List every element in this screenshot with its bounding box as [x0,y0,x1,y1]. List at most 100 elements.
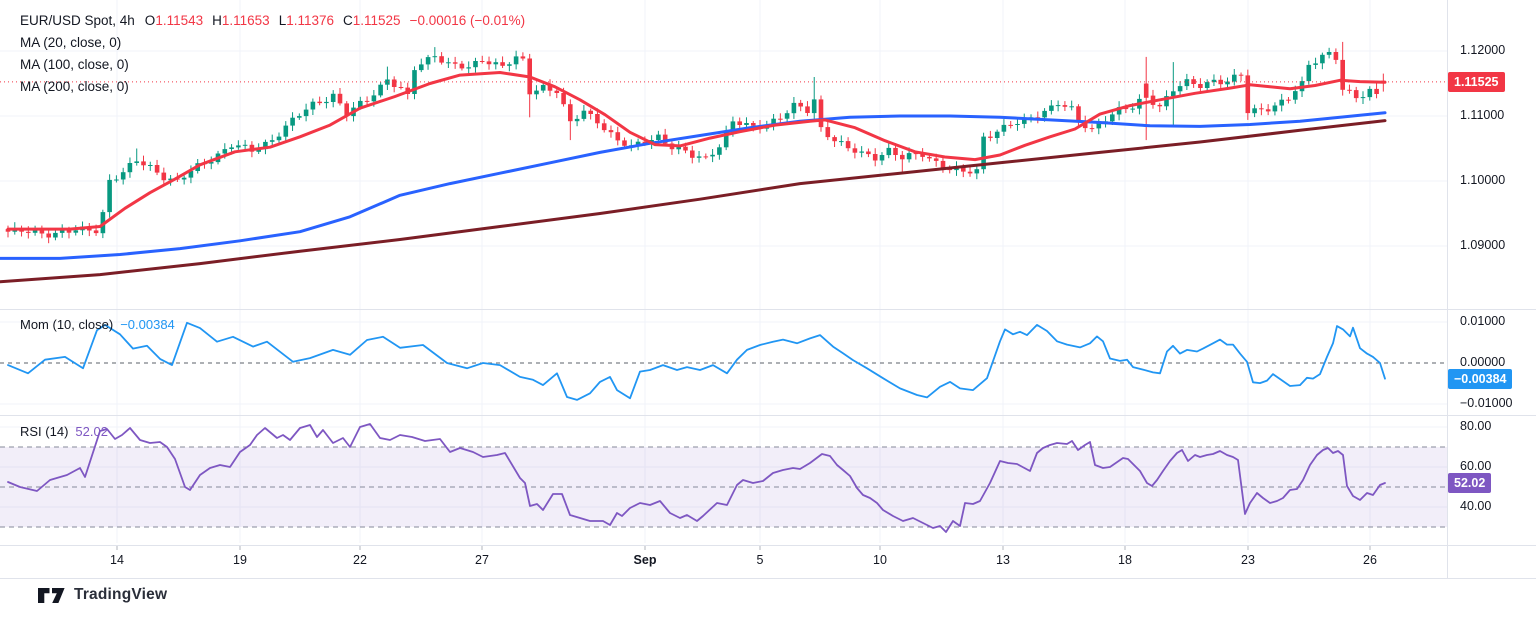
candle [961,167,966,172]
rsi-axis-label: 80.00 [1460,419,1492,433]
candle [1069,106,1074,108]
candle [310,101,316,110]
candle [710,154,715,157]
time-axis-label: 10 [873,553,887,567]
rsi-label: RSI (14) [20,424,69,439]
candle [988,136,993,138]
candle [690,150,695,158]
legend-ma20-row[interactable]: MA (20, close, 0) [20,35,122,50]
candle [425,57,431,65]
candle [1232,74,1237,82]
candle [391,79,397,87]
candle [1076,106,1081,122]
candle [1184,79,1190,87]
candle [127,163,133,173]
candle [744,123,749,125]
candle [297,116,302,118]
candle [276,136,282,141]
candle [872,154,878,161]
candle [1157,104,1163,107]
ma100-line [0,111,1387,260]
candle [879,155,885,161]
candle [1116,107,1122,115]
candle [1049,105,1054,111]
time-axis-label: 13 [996,553,1010,567]
candle [1286,99,1291,101]
candle [859,151,864,153]
candlesticks [5,41,1386,244]
time-axis-label: Sep [633,553,657,567]
candle [534,90,539,95]
candle [974,169,980,174]
rsi-axis-label: 40.00 [1460,499,1492,513]
candle [1225,81,1230,85]
candle [1293,91,1298,100]
candle [751,123,756,126]
candle [662,134,668,144]
candle [1204,82,1210,88]
candle [513,56,519,65]
panel-separator-momentum[interactable] [0,309,1536,310]
candle [1198,84,1203,88]
candle [236,145,241,148]
candle [615,132,621,141]
ohlc-close: C1.11525 [343,13,401,28]
tradingview-logo[interactable]: TradingView [38,586,167,604]
candle [507,64,512,66]
candle [317,101,322,104]
candle [1022,118,1027,124]
candle [134,161,139,163]
time-axis-label: 27 [475,553,489,567]
momentum-value: −0.00384 [120,317,175,332]
price-axis-border[interactable] [1447,0,1448,578]
candle [574,118,580,122]
candle [1279,99,1284,106]
rsi-legend-row[interactable]: RSI (14) 52.02 [20,424,108,439]
candle [1008,124,1013,126]
candle [547,85,553,91]
candle [344,103,349,117]
candle [1211,79,1217,83]
tradingview-logo-icon [38,587,65,603]
time-axis-label: 5 [756,553,764,567]
candle [330,93,336,102]
candle [120,172,126,180]
candle [358,100,363,108]
candle [1374,88,1379,94]
candle [737,121,742,125]
candle [886,147,892,156]
momentum-axis-label: 0.00000 [1460,355,1506,369]
candle [446,62,451,64]
momentum-legend-row[interactable]: Mom (10, close) −0.00384 [20,317,175,332]
candle [26,231,31,233]
candle [683,146,688,151]
candle [500,62,505,66]
candle [676,146,681,150]
panel-separator-rsi[interactable] [0,415,1536,416]
rsi-axis-label: 60.00 [1460,459,1492,473]
candle [1062,105,1068,107]
candle [852,148,858,153]
legend-symbol-row[interactable]: EUR/USD Spot, 4h O1.11543 H1.11653 L1.11376… [20,13,525,28]
candle [1082,121,1088,129]
legend-ma200-row[interactable]: MA (200, close, 0) [20,79,129,94]
candle [1001,124,1007,132]
candle [208,162,214,164]
candle [608,130,614,133]
symbol-title: EUR/USD Spot, 4h [20,13,135,28]
price-axis-label: 1.10000 [1460,173,1506,187]
candle [1015,124,1020,125]
candle [32,230,38,233]
candle [283,125,289,137]
candle [181,177,187,180]
candle [222,149,228,154]
price-axis-label: 1.09000 [1460,238,1506,252]
candle [419,64,424,71]
candle [866,151,871,155]
legend-ma100-row[interactable]: MA (100, close, 0) [20,57,129,72]
candle [466,67,471,69]
candle [1191,79,1196,84]
candle [73,230,79,233]
candle [1313,63,1318,65]
